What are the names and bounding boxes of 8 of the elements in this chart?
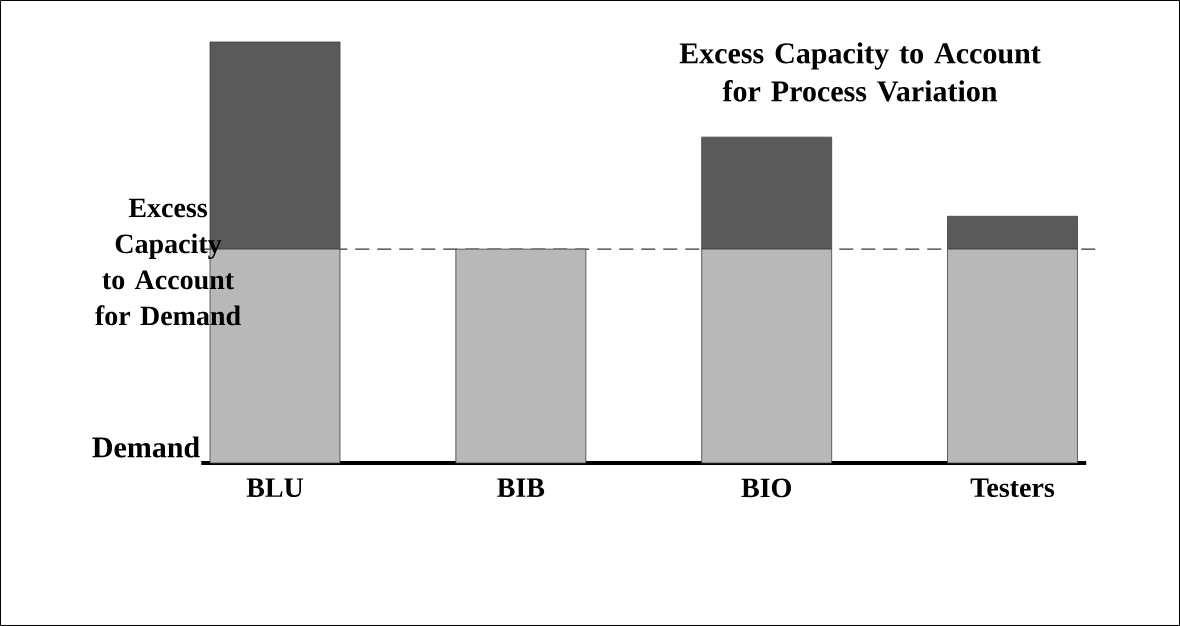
series-label: Excess Capacity to Account for Process Variation (679, 42, 1041, 102)
x-tick-label: Testers (970, 478, 1055, 498)
series-label: Demand (92, 436, 200, 458)
ref-line-label: Excess Capacity to Account for Demand (95, 198, 241, 326)
x-tick-label: BIB (497, 478, 545, 497)
x-tick-label: BLU (246, 478, 304, 498)
bar (455, 248, 587, 464)
x-tick-label: BIO (741, 478, 791, 498)
